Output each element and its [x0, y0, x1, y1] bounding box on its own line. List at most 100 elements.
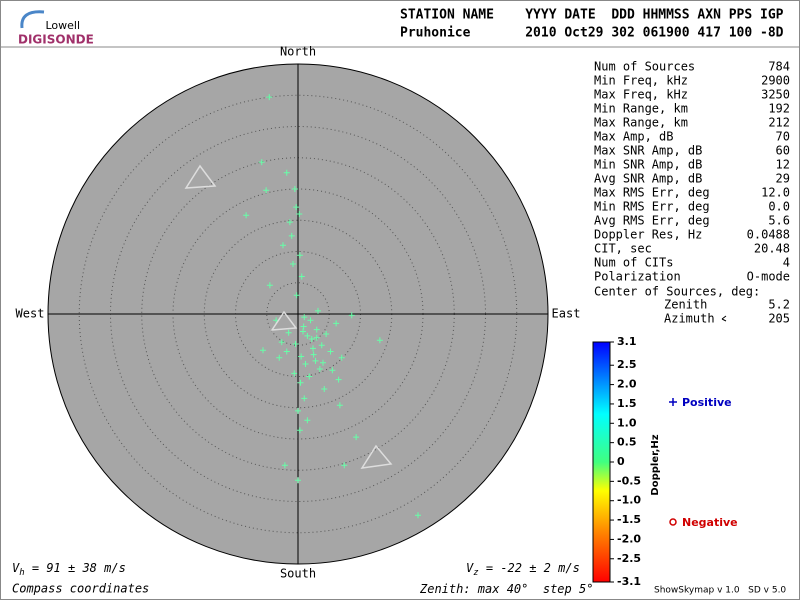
azimuth-arrow [721, 315, 727, 322]
colorbar-tick-label: 2.5 [617, 358, 637, 371]
colorbar-tick-label: 0.5 [617, 436, 637, 449]
source-point [260, 347, 266, 354]
colorbar-tick-label: -1.0 [617, 494, 641, 507]
source-point [310, 351, 317, 358]
source-point [292, 341, 299, 347]
stat-value: 2900 [761, 74, 790, 88]
legend-negative: Negative [682, 516, 738, 529]
source-point [283, 169, 290, 176]
source-point [293, 204, 300, 211]
source-point [290, 261, 296, 267]
logo-line1: Lowell [45, 19, 80, 32]
source-point [296, 252, 303, 259]
source-point [304, 417, 311, 424]
source-point [276, 354, 283, 361]
source-point [301, 314, 308, 321]
source-point [310, 345, 316, 352]
stat-label: Avg RMS Err, deg [594, 214, 710, 228]
stat-label: Max Range, km [594, 116, 688, 130]
stats-table: Num of Sources 784 Min Freq, kHz 2900 Max Fr… [594, 60, 790, 284]
marker [270, 310, 298, 331]
source-point [338, 354, 345, 361]
stat-value: 3250 [761, 88, 790, 102]
source-point [353, 434, 360, 441]
source-point [307, 317, 314, 324]
stat-label: Min Freq, kHz [594, 74, 688, 88]
negative-symbol [669, 518, 677, 526]
source-point [335, 376, 342, 383]
source-point [321, 386, 328, 392]
positive-symbol [669, 398, 677, 406]
legend-positive: Positive [682, 396, 732, 409]
zenith-label: Zenith: max 40° step 5° [419, 582, 593, 596]
colorbar-tick-label: -3.1 [617, 575, 641, 588]
source-point [291, 186, 298, 192]
stat-value: 192 [768, 102, 790, 116]
stat-label: Avg SNR Amp, dB [594, 172, 702, 186]
stat-value: 60 [776, 144, 790, 158]
stat-label: Num of Sources [594, 60, 695, 74]
source-point [341, 462, 348, 469]
source-point [302, 361, 309, 367]
header-columns: STATION NAME YYYY DATE DDD HHMMSS AXN PP… [400, 8, 784, 23]
source-point [376, 337, 383, 344]
center-zenith-label: Zenith [664, 298, 707, 312]
stat-label: Polarization [594, 270, 681, 284]
source-point [316, 366, 323, 372]
source-point [320, 359, 326, 366]
stat-label: Max RMS Err, deg [594, 186, 710, 200]
colorbar-tick-label: 1.5 [617, 397, 637, 410]
stat-value: 70 [776, 130, 790, 144]
marker [360, 444, 393, 469]
stat-label: Min RMS Err, deg [594, 200, 710, 214]
source-point [288, 232, 295, 239]
stat-label: Doppler Res, Hz [594, 228, 702, 242]
colorbar-ticks: 3.1 2.5 2.0 1.5 1.0 0.5 0 -0.5 -1.0 -1.5 -2.0 -2.5 -… [610, 335, 641, 588]
stat-value: 5.6 [768, 214, 790, 228]
logo-line2: DIGISONDE [18, 33, 94, 47]
source-point [329, 367, 336, 374]
stat-label: Max SNR Amp, dB [594, 144, 702, 158]
stat-label: Num of CITs [594, 256, 673, 270]
colorbar-tick-label: 2.0 [617, 378, 637, 391]
stat-label: Max Freq, kHz [594, 88, 688, 102]
source-point [300, 328, 306, 335]
source-point [295, 407, 301, 414]
center-title: Center of Sources, deg: [594, 285, 760, 299]
source-point [312, 357, 319, 364]
vz-label: Vz = -22 ± 2 m/s [466, 561, 580, 578]
source-point [301, 395, 308, 402]
source-point [298, 353, 305, 360]
source-point [333, 320, 340, 327]
source-point [313, 334, 320, 341]
stat-label: Min SNR Amp, dB [594, 158, 702, 172]
source-point [297, 379, 304, 386]
version-label: ShowSkymap v 1.0 SD v 5.0 [654, 586, 786, 596]
stat-value: 784 [768, 60, 790, 74]
center-azimuth-label: Azimuth [664, 312, 715, 326]
stat-value: 12 [776, 158, 790, 172]
center-azimuth: 205 [768, 312, 790, 326]
south-label: South [280, 567, 316, 581]
source-point [283, 348, 290, 355]
coords-label: Compass coordinates [12, 582, 149, 596]
stat-label: CIT, sec [594, 242, 652, 256]
source-point [281, 462, 288, 469]
colorbar-tick-label: 0 [617, 455, 625, 468]
stat-value: 4 [783, 256, 790, 270]
center-zenith: 5.2 [768, 298, 790, 312]
stat-value: O-mode [747, 270, 790, 284]
source-point [304, 332, 311, 339]
source-point [266, 94, 273, 101]
source-point [298, 273, 305, 280]
colorbar [592, 341, 611, 583]
source-point [258, 159, 265, 166]
source-point [291, 370, 298, 377]
stat-label: Min Range, km [594, 102, 688, 116]
colorbar-tick-label: 3.1 [617, 335, 637, 348]
source-point [323, 331, 330, 337]
source-point [306, 373, 313, 380]
colorbar-label: Doppler,Hz [650, 434, 661, 495]
source-point [415, 512, 421, 519]
